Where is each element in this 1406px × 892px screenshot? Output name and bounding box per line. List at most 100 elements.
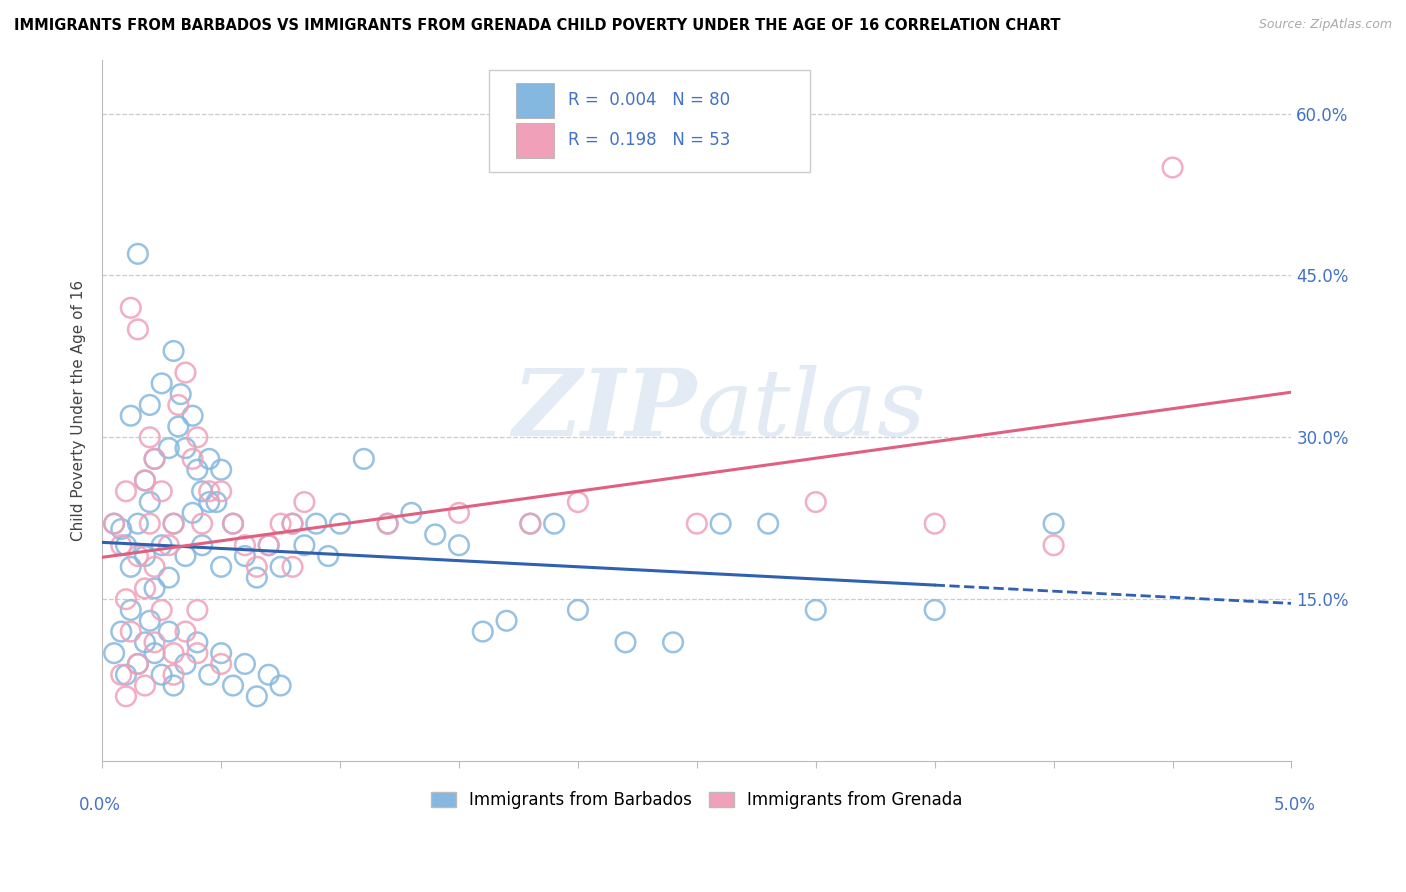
Point	[150, 667, 173, 681]
Point	[425, 527, 447, 541]
Text: ZIP: ZIP	[513, 366, 697, 455]
Point	[316, 549, 339, 563]
Point	[186, 430, 208, 444]
Point	[143, 635, 166, 649]
Text: atlas: atlas	[697, 366, 927, 455]
Point	[110, 538, 132, 552]
Point	[198, 484, 221, 499]
Point	[110, 667, 132, 681]
Point	[804, 495, 827, 509]
Point	[115, 484, 138, 499]
Point	[174, 549, 197, 563]
Point	[246, 690, 269, 704]
Point	[281, 559, 304, 574]
Point	[233, 549, 256, 563]
Point	[143, 559, 166, 574]
Point	[110, 624, 132, 639]
Point	[257, 538, 280, 552]
Point	[186, 603, 208, 617]
Point	[186, 635, 208, 649]
Point	[191, 484, 214, 499]
Point	[157, 538, 180, 552]
Point	[377, 516, 399, 531]
Point	[174, 657, 197, 671]
Point	[181, 506, 204, 520]
Point	[567, 495, 589, 509]
Point	[143, 451, 166, 466]
Point	[924, 603, 946, 617]
Point	[222, 516, 245, 531]
Point	[233, 538, 256, 552]
Point	[401, 506, 423, 520]
Point	[120, 624, 142, 639]
Point	[924, 516, 946, 531]
Point	[257, 538, 280, 552]
Point	[167, 398, 190, 412]
Point	[162, 516, 184, 531]
Point	[127, 657, 149, 671]
Point	[115, 592, 138, 607]
Point	[246, 571, 269, 585]
Point	[120, 603, 142, 617]
Point	[205, 495, 228, 509]
Point	[162, 679, 184, 693]
Point	[1161, 161, 1184, 175]
Point	[270, 516, 292, 531]
FancyBboxPatch shape	[516, 83, 554, 118]
Point	[127, 247, 149, 261]
Point	[127, 322, 149, 336]
Point	[174, 366, 197, 380]
Point	[281, 516, 304, 531]
Point	[305, 516, 328, 531]
Point	[157, 624, 180, 639]
Point	[519, 516, 541, 531]
Point	[120, 301, 142, 315]
Point	[103, 516, 125, 531]
Text: 0.0%: 0.0%	[79, 797, 121, 814]
Point	[614, 635, 637, 649]
Point	[222, 679, 245, 693]
Point	[353, 451, 375, 466]
Point	[139, 398, 162, 412]
Point	[110, 522, 132, 536]
Point	[115, 690, 138, 704]
Point	[191, 516, 214, 531]
Point	[1042, 516, 1064, 531]
Point	[270, 559, 292, 574]
Point	[233, 657, 256, 671]
Point	[710, 516, 733, 531]
Legend: Immigrants from Barbados, Immigrants from Grenada: Immigrants from Barbados, Immigrants fro…	[425, 785, 969, 816]
Point	[157, 571, 180, 585]
Point	[662, 635, 685, 649]
Point	[756, 516, 779, 531]
Point	[519, 516, 541, 531]
Point	[543, 516, 565, 531]
Point	[150, 538, 173, 552]
Point	[167, 419, 190, 434]
Point	[134, 549, 156, 563]
Point	[115, 538, 138, 552]
Point	[377, 516, 399, 531]
Point	[198, 495, 221, 509]
Point	[150, 376, 173, 391]
Point	[162, 343, 184, 358]
Point	[162, 667, 184, 681]
Point	[115, 667, 138, 681]
Text: Source: ZipAtlas.com: Source: ZipAtlas.com	[1258, 18, 1392, 31]
Point	[134, 582, 156, 596]
Point	[209, 463, 232, 477]
Text: R =  0.004   N = 80: R = 0.004 N = 80	[568, 91, 731, 110]
Point	[186, 646, 208, 660]
Point	[181, 451, 204, 466]
Point	[143, 451, 166, 466]
Text: R =  0.198   N = 53: R = 0.198 N = 53	[568, 131, 731, 149]
Point	[127, 657, 149, 671]
Point	[162, 516, 184, 531]
Point	[186, 463, 208, 477]
Point	[134, 474, 156, 488]
Point	[471, 624, 494, 639]
Point	[150, 603, 173, 617]
Text: IMMIGRANTS FROM BARBADOS VS IMMIGRANTS FROM GRENADA CHILD POVERTY UNDER THE AGE : IMMIGRANTS FROM BARBADOS VS IMMIGRANTS F…	[14, 18, 1060, 33]
Point	[1042, 538, 1064, 552]
Point	[143, 646, 166, 660]
